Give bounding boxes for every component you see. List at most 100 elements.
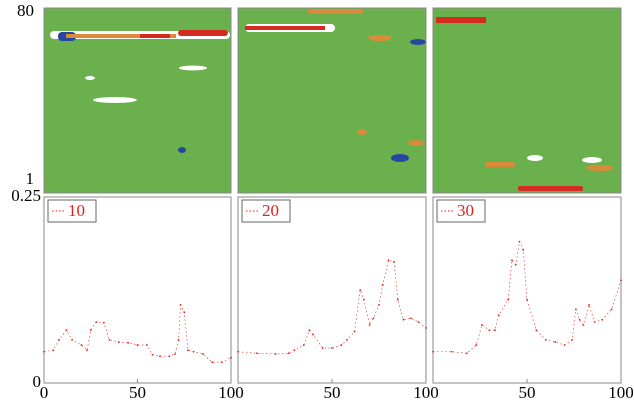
data-line (43, 303, 232, 363)
data-point (480, 324, 483, 326)
data-point (610, 308, 613, 311)
data-point (174, 353, 176, 355)
data-point (80, 344, 83, 346)
legend-box (436, 199, 486, 223)
data-point (312, 333, 315, 336)
y-tick-label: 0 (33, 372, 42, 391)
frame (43, 7, 232, 194)
data-point (255, 352, 258, 355)
data-point (302, 344, 305, 346)
y-tick-label: 80 (17, 1, 34, 20)
heatmap-field (433, 8, 621, 193)
data-point (588, 303, 590, 306)
legend-label: 10 (68, 201, 85, 220)
data-point (187, 349, 189, 352)
data-point (507, 298, 510, 301)
data-point (601, 318, 604, 321)
data-point (582, 324, 585, 326)
data-point (353, 330, 356, 333)
data-point (593, 321, 596, 323)
data-point (145, 344, 148, 346)
data-point (425, 327, 427, 329)
data-point (346, 338, 348, 341)
data-point (450, 350, 453, 353)
data-point (363, 298, 365, 301)
data-point (95, 321, 98, 323)
data-point (410, 317, 412, 320)
data-point (544, 338, 547, 341)
data-point (465, 352, 468, 355)
data-point (571, 338, 574, 341)
x-tick-label: 50 (324, 383, 341, 402)
data-point (127, 341, 130, 344)
legend-label: 30 (457, 201, 474, 220)
data-point (86, 349, 88, 352)
data-point (381, 283, 384, 286)
data-point (237, 350, 239, 353)
legend-box (241, 199, 291, 223)
x-tick-label: 50 (129, 383, 146, 402)
data-point (52, 349, 55, 352)
data-point (308, 329, 311, 332)
data-point (211, 361, 214, 364)
data-line (237, 259, 427, 355)
data-point (71, 338, 73, 341)
data-point (432, 350, 434, 353)
heatmap-images (44, 8, 621, 193)
data-point (554, 341, 557, 343)
data-point (321, 347, 324, 349)
data-point (159, 355, 161, 358)
data-point (417, 321, 420, 323)
data-point (179, 303, 182, 306)
legend-label: 20 (262, 201, 279, 220)
data-point (518, 240, 521, 243)
data-point (43, 350, 45, 353)
data-point (620, 279, 622, 282)
data-point (202, 353, 204, 355)
data-point (578, 318, 581, 321)
x-tick-label: 100 (218, 383, 244, 402)
data-point (563, 344, 566, 346)
data-point (393, 260, 395, 263)
heatmap-field (238, 8, 426, 193)
data-point (396, 298, 399, 301)
data-point (89, 329, 92, 332)
data-point (177, 338, 180, 341)
y-tick-label: 1 (26, 169, 35, 188)
frame (237, 196, 427, 384)
data-point (293, 349, 296, 352)
data-point (526, 298, 528, 301)
data-point (387, 259, 390, 262)
data-point (331, 347, 333, 349)
data-point (117, 341, 120, 343)
frame (43, 196, 232, 384)
data-point (494, 329, 496, 332)
data-point (475, 344, 478, 346)
data-point (535, 329, 538, 332)
data-point (151, 353, 154, 356)
data-point (368, 324, 371, 326)
data-point (168, 355, 171, 358)
data-point (136, 344, 139, 346)
data-point (274, 353, 277, 355)
data-point (522, 248, 525, 251)
data-point (359, 289, 362, 291)
data-point (372, 317, 375, 320)
data-point (65, 329, 68, 332)
data-point (230, 356, 232, 359)
data-point (287, 352, 290, 355)
y-tick-label: 0.25 (11, 186, 41, 205)
data-point (488, 329, 491, 332)
data-point (497, 314, 500, 317)
data-point (340, 344, 343, 346)
data-point (511, 259, 513, 262)
data-point (378, 303, 380, 306)
frame (237, 7, 427, 194)
legend-box (47, 199, 97, 223)
data-point (514, 263, 517, 266)
data-point (402, 318, 405, 321)
data-point (58, 338, 60, 341)
data-line (433, 240, 622, 354)
data-point (102, 321, 105, 324)
x-tick-label: 100 (413, 383, 439, 402)
